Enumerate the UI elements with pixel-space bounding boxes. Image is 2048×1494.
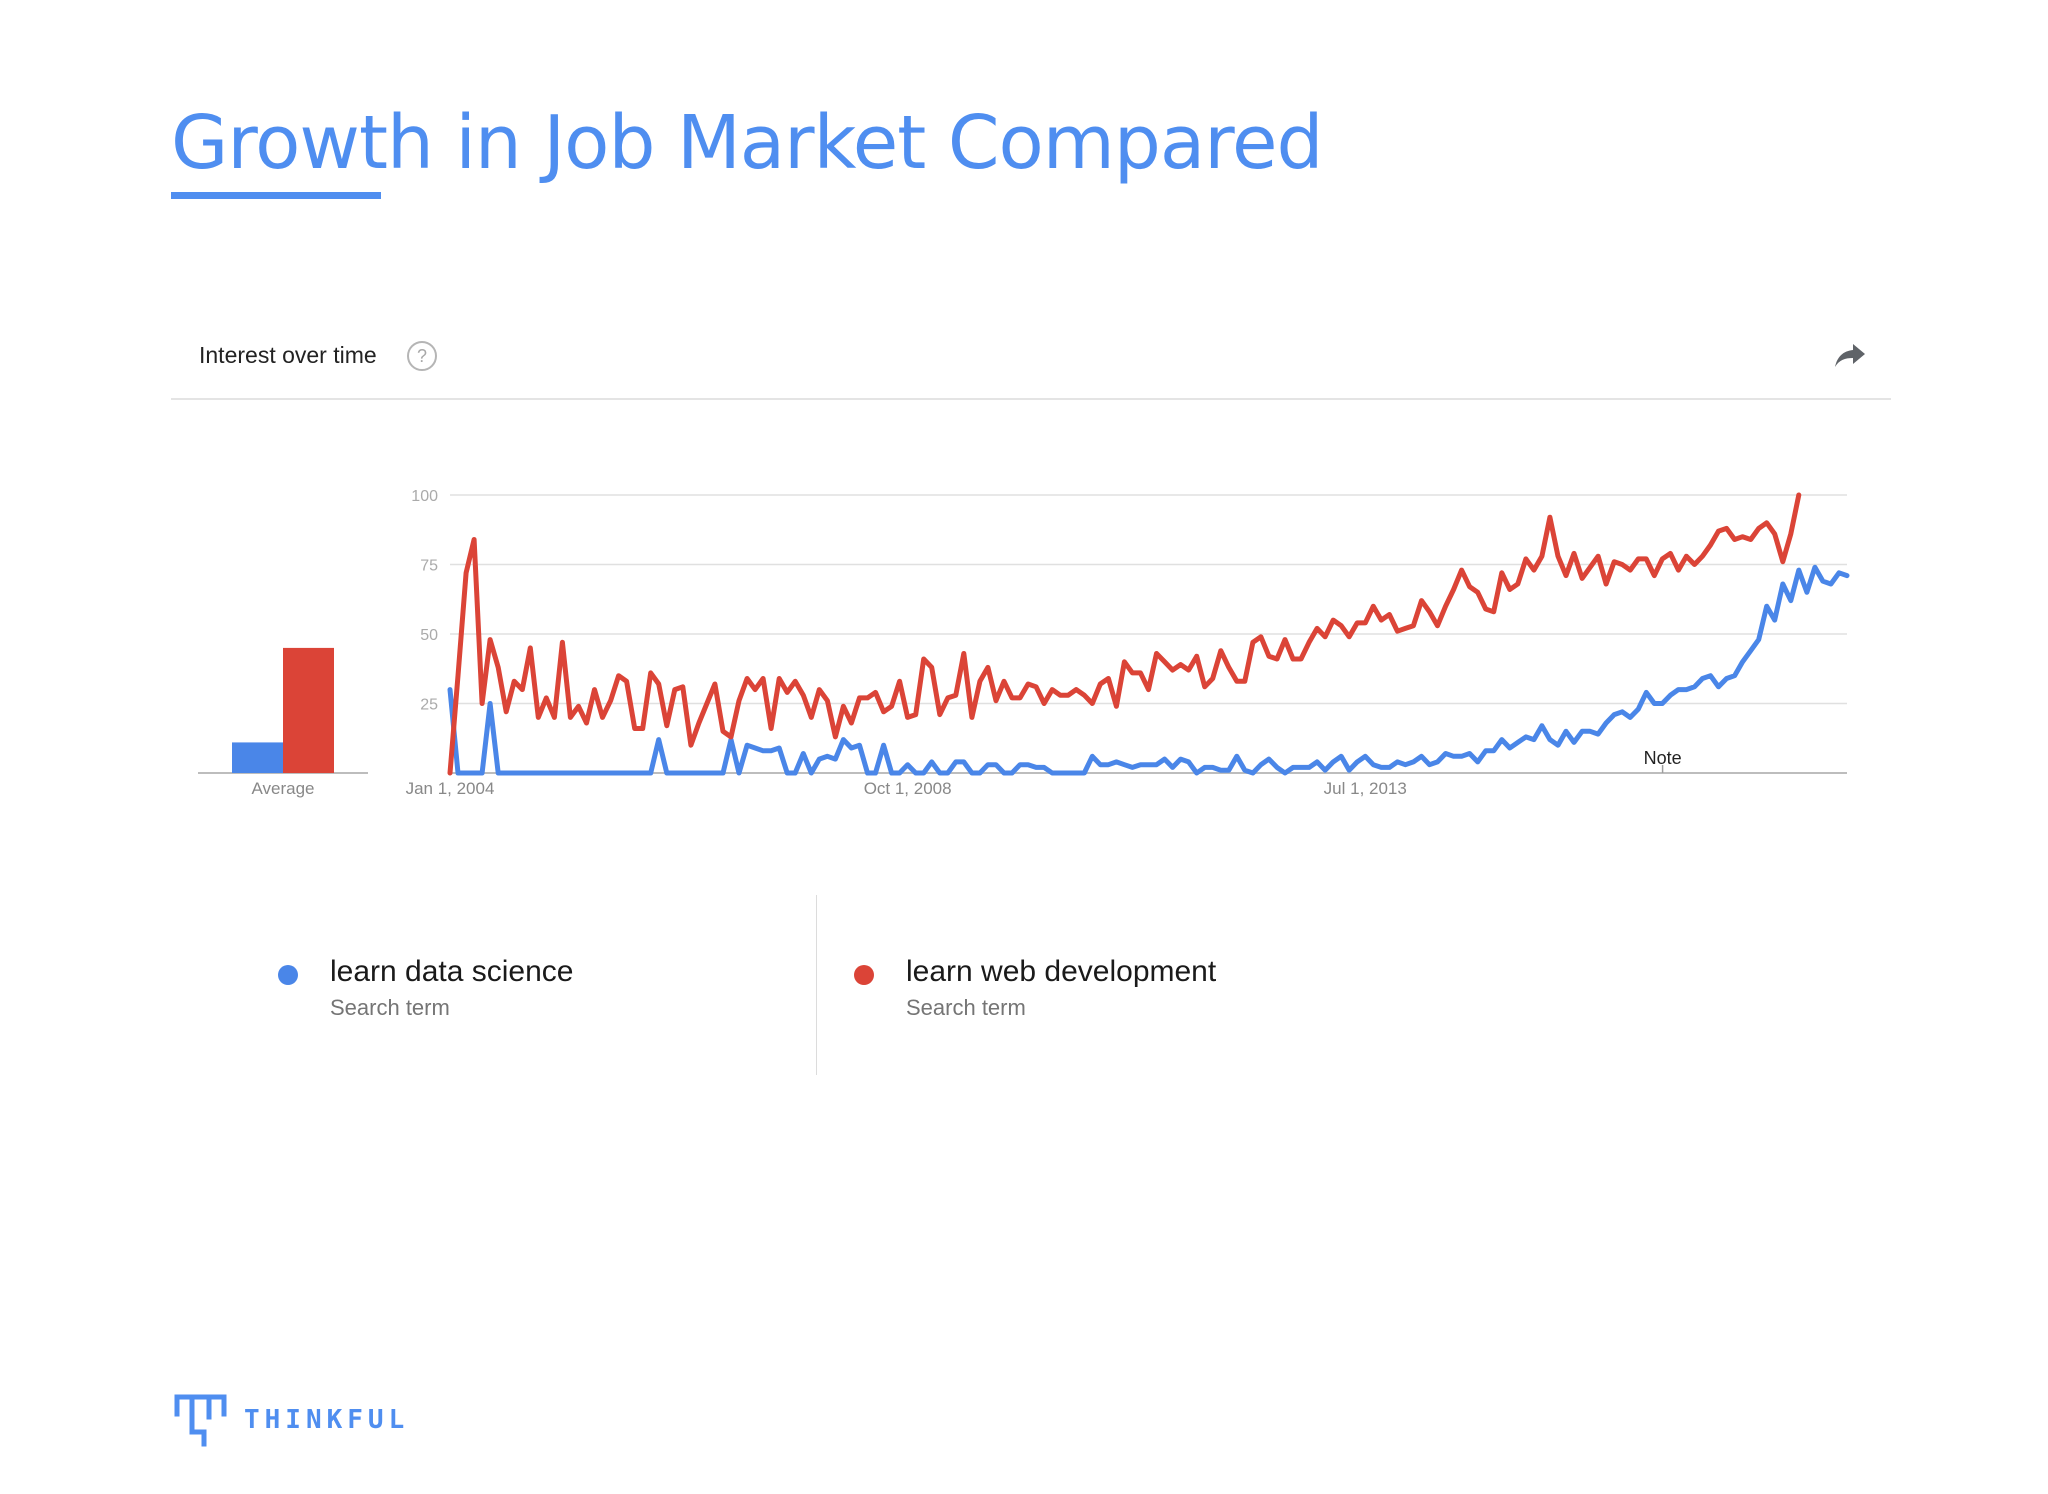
- y-tick-75: 75: [420, 558, 438, 575]
- series-line-0: [447, 564, 1850, 776]
- legend-dot-web-development: [854, 965, 874, 985]
- slide-title: Growth in Job Market Compared: [171, 100, 1323, 186]
- y-tick-25: 25: [420, 697, 438, 714]
- y-tick-100: 100: [411, 488, 438, 505]
- help-circle-icon[interactable]: ?: [407, 341, 437, 371]
- legend-sublabel-data-science: Search term: [330, 995, 450, 1020]
- card-header: Interest over time ?: [171, 330, 1891, 400]
- avg-category-label: Average: [251, 779, 314, 798]
- card-title: Interest over time: [199, 342, 377, 368]
- legend-dot-data-science: [278, 965, 298, 985]
- legend-sublabel-web-development: Search term: [906, 995, 1026, 1020]
- legend-divider: [816, 895, 817, 1075]
- x-tick-1: Oct 1, 2008: [864, 779, 952, 798]
- x-tick-2: Jul 1, 2013: [1324, 779, 1407, 798]
- note-annotation: Note: [1644, 748, 1682, 768]
- x-tick-0: Jan 1, 2004: [406, 779, 495, 798]
- legend-label-data-science: learn data science: [330, 955, 574, 988]
- legend-label-web-development: learn web development: [906, 955, 1217, 988]
- thinkful-logo-icon: [174, 1394, 227, 1447]
- series-line-1: [447, 492, 1802, 776]
- share-arrow-icon[interactable]: [1833, 340, 1867, 370]
- y-tick-50: 50: [420, 627, 438, 644]
- title-underline: [171, 192, 381, 199]
- thinkful-logo: THINKFUL: [174, 1392, 414, 1448]
- avg-bar-0: [232, 742, 283, 773]
- brand-name: THINKFUL: [244, 1405, 410, 1435]
- avg-bar-1: [283, 647, 334, 773]
